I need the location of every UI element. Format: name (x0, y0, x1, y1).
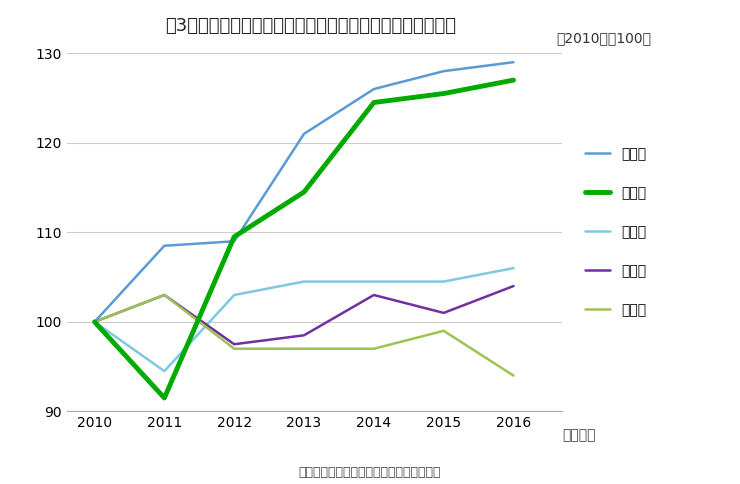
Text: （暦年）: （暦年） (562, 428, 596, 442)
Text: （出所）経済産業省「地域別鉱工業指数」: （出所）経済産業省「地域別鉱工業指数」 (299, 466, 441, 479)
Text: 図3　県別の鉱工業生産指数の推移（中部経済産業局管内）: 図3 県別の鉱工業生産指数の推移（中部経済産業局管内） (165, 17, 457, 35)
Legend: 石川県, 三重県, 愛知県, 富山県, 岐阜県: 石川県, 三重県, 愛知県, 富山県, 岐阜県 (579, 142, 652, 323)
Text: （2010年＝100）: （2010年＝100） (556, 31, 651, 45)
